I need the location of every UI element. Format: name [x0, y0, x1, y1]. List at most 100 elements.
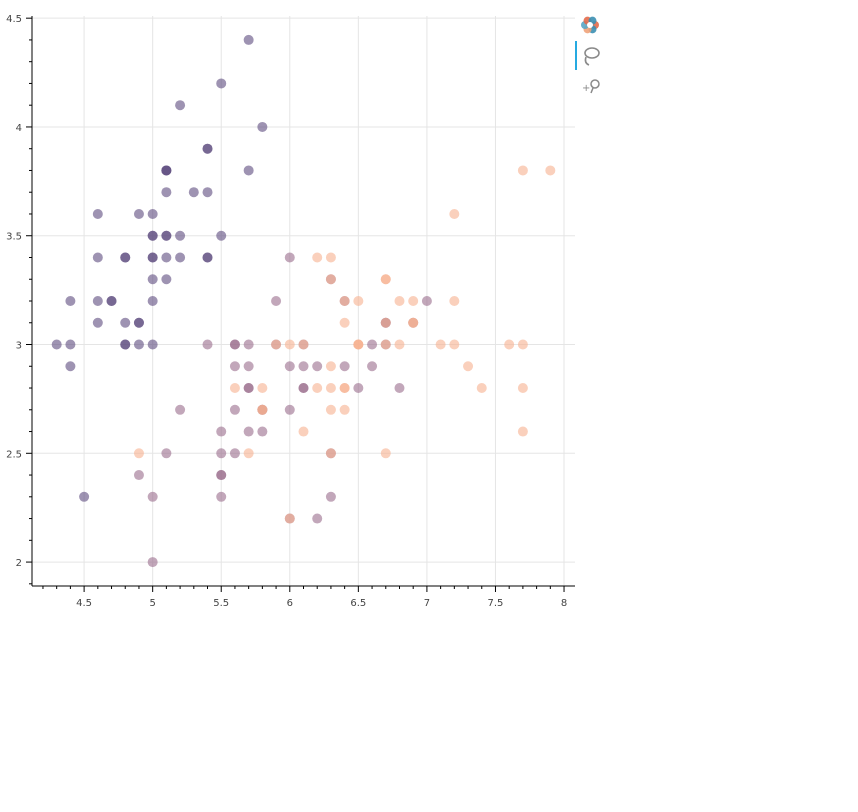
data-point [161, 230, 172, 241]
data-point [202, 187, 213, 198]
data-point [435, 339, 446, 350]
data-point [325, 274, 336, 285]
data-point [161, 187, 172, 198]
data-point [161, 448, 172, 459]
data-point [106, 296, 117, 306]
data-point [271, 296, 282, 306]
data-point [133, 208, 144, 219]
data-point [380, 448, 391, 459]
data-point [133, 317, 144, 328]
x-tick-label: 6.5 [350, 598, 366, 609]
lasso-tail [584, 56, 590, 66]
data-point [175, 252, 186, 263]
data-point [92, 208, 103, 219]
data-point [298, 339, 309, 350]
data-point [147, 339, 158, 350]
data-point [339, 383, 350, 394]
data-point [51, 339, 62, 350]
data-point [339, 296, 350, 306]
data-point [92, 317, 103, 328]
data-point [325, 383, 336, 394]
data-point [367, 339, 378, 350]
data-point [325, 491, 336, 502]
data-point [325, 361, 336, 372]
x-tick-label: 8 [561, 598, 567, 609]
data-point [243, 426, 254, 437]
axes: 4.5 5 5.5 6 6.5 7 7.5 8 2 2.5 3 3.5 4 4.5 [6, 14, 575, 609]
data-point [92, 252, 103, 263]
data-point [339, 404, 350, 415]
data-point [312, 383, 323, 394]
data-point [243, 339, 254, 350]
data-point [92, 296, 103, 306]
data-point [257, 426, 268, 437]
data-point [257, 121, 268, 132]
data-point [120, 339, 131, 350]
data-point [284, 252, 295, 263]
data-point [325, 252, 336, 263]
data-point [394, 339, 405, 350]
data-point [353, 383, 364, 394]
data-point [202, 143, 213, 154]
data-point [65, 361, 76, 372]
data-point [188, 187, 199, 198]
data-point [504, 339, 515, 350]
data-point [216, 491, 227, 502]
data-point [243, 165, 254, 176]
data-point [161, 274, 172, 285]
data-point [65, 296, 76, 306]
data-point [449, 339, 460, 350]
data-point [271, 339, 282, 350]
data-point [161, 165, 172, 176]
data-point [380, 274, 391, 285]
data-point [243, 361, 254, 372]
data-point [257, 404, 268, 415]
data-point [175, 404, 186, 415]
x-tick-label: 7.5 [488, 598, 504, 609]
x-tick-label: 7 [424, 598, 430, 609]
data-point [408, 317, 419, 328]
x-tick-label: 5.5 [213, 598, 229, 609]
lasso-select-icon[interactable] [584, 47, 600, 66]
data-point [463, 361, 474, 372]
data-point [202, 252, 213, 263]
data-point [339, 361, 350, 372]
bokeh-logo-icon[interactable] [581, 16, 599, 34]
data-point [243, 34, 254, 45]
data-point [380, 339, 391, 350]
data-points [51, 34, 556, 568]
data-point [257, 383, 268, 394]
data-point [216, 470, 227, 481]
data-point [517, 165, 528, 176]
data-point [325, 448, 336, 459]
data-point [298, 383, 309, 394]
hover-icon[interactable]: + [582, 79, 600, 94]
y-tick-label: 2.5 [6, 449, 22, 460]
data-point [298, 361, 309, 372]
data-point [120, 317, 131, 328]
data-point [120, 252, 131, 263]
toolbar: + [575, 16, 600, 94]
data-point [325, 404, 336, 415]
data-point [229, 404, 240, 415]
data-point [394, 383, 405, 394]
hover-lens [590, 79, 600, 89]
y-tick-label: 3 [16, 341, 22, 352]
data-point [229, 339, 240, 350]
data-point [367, 361, 378, 372]
data-point [284, 361, 295, 372]
data-point [517, 426, 528, 437]
data-point [312, 513, 323, 524]
data-point [147, 557, 158, 568]
data-point [312, 361, 323, 372]
data-point [79, 491, 90, 502]
data-point [517, 383, 528, 394]
data-point [216, 448, 227, 459]
data-point [284, 513, 295, 524]
data-point [175, 230, 186, 241]
data-point [545, 165, 556, 176]
data-point [517, 339, 528, 350]
data-point [147, 208, 158, 219]
data-point [216, 230, 227, 241]
